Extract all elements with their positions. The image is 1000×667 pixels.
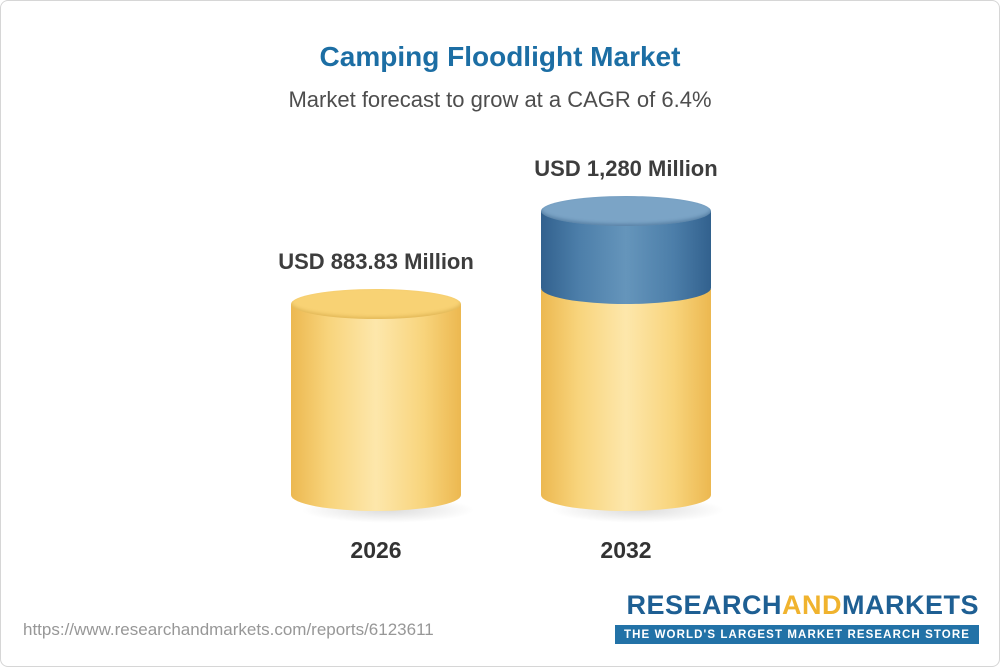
- bar-2026-cap: [291, 289, 461, 319]
- value-label-2032: USD 1,280 Million: [534, 156, 718, 181]
- bar-2032-growth-segment: [541, 211, 711, 304]
- logo-word-research: RESEARCH: [626, 590, 782, 620]
- bar-2032-cap: [541, 196, 711, 226]
- bar-2026-body: [291, 304, 461, 511]
- logo-wordmark: RESEARCHANDMARKETS: [615, 590, 979, 621]
- x-axis-label-2032: 2032: [600, 537, 652, 563]
- research-and-markets-logo[interactable]: RESEARCHANDMARKETS THE WORLD'S LARGEST M…: [615, 590, 979, 644]
- bar-2026: [273, 289, 503, 527]
- logo-word-and: AND: [782, 590, 842, 620]
- x-axis-label-2026: 2026: [350, 537, 402, 563]
- report-url[interactable]: https://www.researchandmarkets.com/repor…: [23, 620, 434, 639]
- logo-tagline: THE WORLD'S LARGEST MARKET RESEARCH STOR…: [615, 625, 979, 644]
- chart-title: Camping Floodlight Market: [319, 41, 681, 72]
- bar-2032-base-segment: [541, 289, 711, 511]
- chart-subtitle: Market forecast to grow at a CAGR of 6.4…: [288, 87, 712, 112]
- bar-2032: [523, 196, 753, 527]
- logo-word-markets: MARKETS: [842, 590, 979, 620]
- value-label-2026: USD 883.83 Million: [278, 249, 474, 274]
